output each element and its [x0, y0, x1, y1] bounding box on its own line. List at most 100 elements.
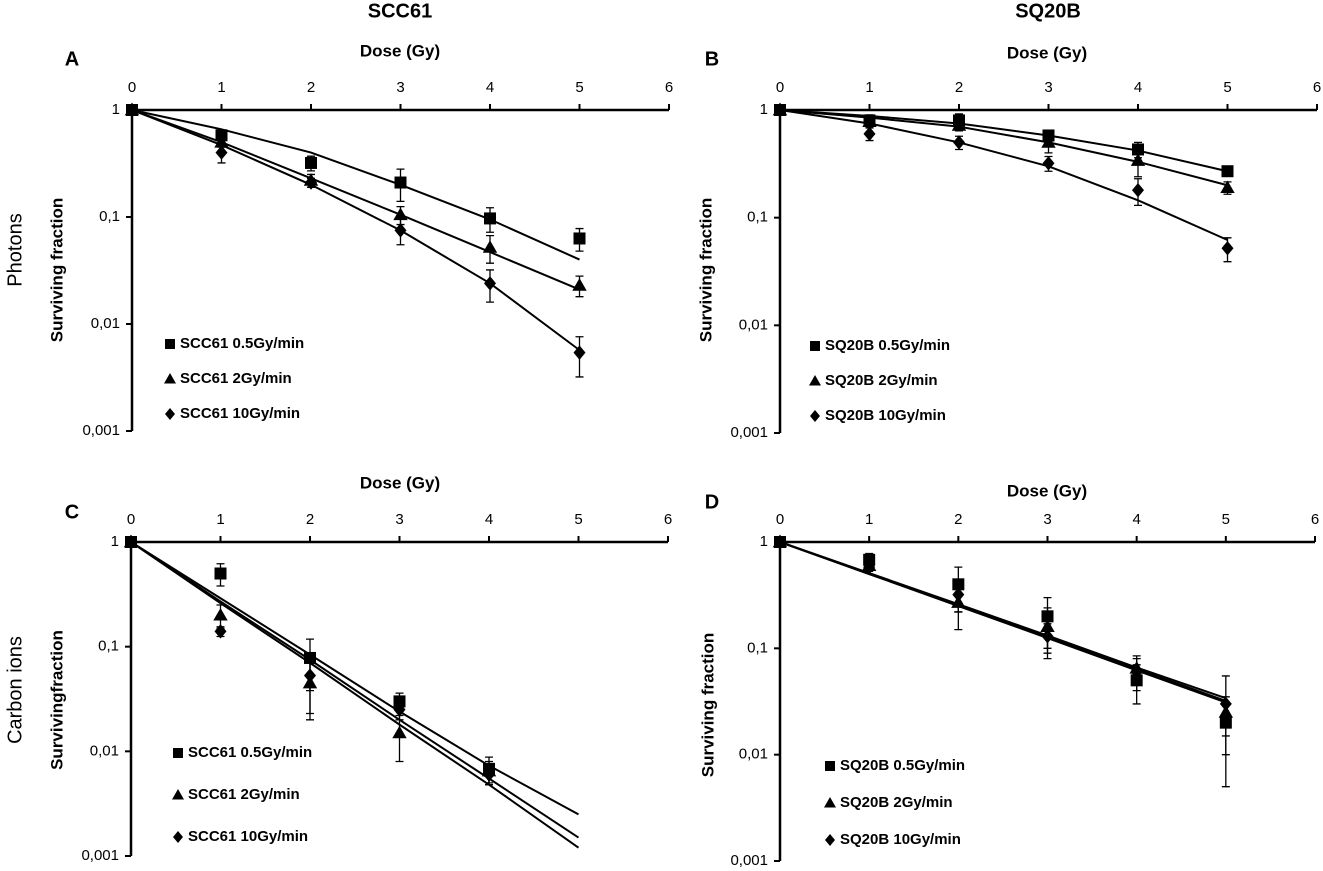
error-bar [306, 654, 314, 715]
y-tick-label: 1 [760, 533, 768, 550]
fit-line [779, 541, 1227, 704]
fit-line [130, 541, 580, 839]
y-tick-label: 0,01 [90, 742, 119, 759]
x-tick-label: 6 [664, 511, 672, 528]
x-axis-label: Dose (Gy) [360, 473, 440, 492]
x-tick-label: 1 [865, 79, 873, 96]
marker-diamond [863, 559, 876, 575]
marker-square [214, 567, 227, 580]
x-tick-label: 4 [1134, 79, 1142, 96]
x-tick-label: 6 [665, 79, 673, 96]
marker-triangle [824, 797, 836, 808]
y-axis-label: Surviving fraction [696, 198, 715, 343]
x-tick-label: 5 [574, 511, 582, 528]
panel-letter: C [65, 501, 79, 523]
y-tick-label: 0,01 [739, 746, 768, 763]
marker-square [173, 748, 183, 758]
marker-triangle [482, 240, 498, 253]
marker-diamond [1221, 241, 1234, 256]
marker-diamond [214, 624, 227, 639]
x-tick-label: 6 [1311, 511, 1319, 528]
y-tick-label: 1 [112, 101, 120, 118]
marker-square [825, 761, 835, 771]
marker-triangle [1130, 153, 1146, 166]
panel-letter: B [705, 48, 719, 70]
marker-diamond [774, 534, 786, 550]
legend-label: SCC61 2Gy/min [188, 786, 300, 803]
legend-label: SCC61 10Gy/min [180, 405, 300, 422]
marker-diamond [304, 668, 316, 683]
x-tick-label: 6 [1313, 79, 1321, 96]
x-axis-label: Dose (Gy) [1007, 481, 1087, 500]
x-tick-label: 0 [127, 511, 135, 528]
marker-square [484, 212, 496, 225]
x-tick-label: 2 [954, 511, 962, 528]
x-tick-label: 3 [395, 511, 403, 528]
legend-label: SQ20B 2Gy/min [840, 794, 953, 811]
fit-line [131, 109, 580, 261]
x-tick-label: 2 [307, 79, 315, 96]
x-axis-label: Dose (Gy) [360, 41, 440, 60]
marker-diamond [393, 702, 406, 717]
y-tick-label: 0,001 [730, 852, 768, 869]
y-axis-label: Survivingfraction [47, 630, 66, 770]
y-tick-label: 0,1 [747, 639, 768, 656]
y-tick-label: 0,001 [82, 422, 120, 439]
marker-diamond [305, 175, 317, 190]
fit-line [130, 541, 580, 849]
marker-diamond [126, 102, 138, 118]
marker-triangle [172, 789, 184, 800]
y-tick-label: 0,1 [99, 208, 120, 225]
x-tick-label: 4 [1132, 511, 1140, 528]
x-tick-label: 1 [865, 511, 873, 528]
marker-square [305, 156, 317, 169]
marker-diamond [573, 345, 586, 360]
marker-diamond [1042, 156, 1055, 171]
marker-diamond [173, 831, 183, 843]
y-tick-label: 1 [111, 533, 119, 550]
y-tick-label: 0,01 [91, 315, 120, 332]
x-tick-label: 2 [955, 79, 963, 96]
row-label: Photons [4, 213, 26, 286]
marker-triangle [213, 607, 228, 621]
marker-triangle [1041, 135, 1056, 148]
x-tick-label: 5 [575, 79, 583, 96]
marker-diamond [953, 135, 965, 150]
legend-label: SQ20B 0.5Gy/min [840, 757, 965, 774]
marker-triangle [1220, 180, 1235, 194]
y-tick-label: 0,001 [81, 847, 119, 864]
x-tick-label: 0 [776, 79, 784, 96]
fit-line [130, 541, 579, 816]
y-axis-label: Surviving fraction [47, 198, 66, 343]
y-tick-label: 0,001 [730, 424, 768, 441]
legend-label: SCC61 0.5Gy/min [188, 744, 312, 761]
marker-triangle [164, 373, 176, 384]
panel-letter: A [65, 48, 79, 70]
legend-label: SCC61 10Gy/min [188, 828, 308, 845]
x-tick-label: 5 [1223, 79, 1231, 96]
fit-line [779, 109, 1228, 187]
x-tick-label: 3 [1043, 511, 1051, 528]
error-bar [1221, 675, 1230, 788]
marker-diamond [125, 534, 137, 550]
panel-letter: D [705, 491, 719, 513]
row-label: Carbon ions [4, 636, 26, 744]
fit-line [779, 109, 1228, 173]
marker-diamond [952, 587, 965, 602]
marker-triangle [951, 118, 967, 131]
marker-diamond [810, 410, 820, 422]
marker-diamond [1132, 182, 1144, 198]
legend-label: SQ20B 10Gy/min [825, 407, 946, 424]
x-tick-label: 5 [1222, 511, 1230, 528]
x-tick-label: 4 [485, 511, 493, 528]
marker-diamond [394, 223, 407, 238]
marker-square [165, 339, 175, 349]
x-tick-label: 0 [128, 79, 136, 96]
marker-diamond [165, 408, 175, 420]
x-tick-label: 1 [216, 511, 224, 528]
x-axis-label: Dose (Gy) [1007, 43, 1087, 62]
legend-label: SCC61 0.5Gy/min [180, 335, 304, 352]
marker-square [573, 232, 586, 245]
marker-diamond [774, 102, 786, 118]
marker-triangle [809, 375, 821, 386]
